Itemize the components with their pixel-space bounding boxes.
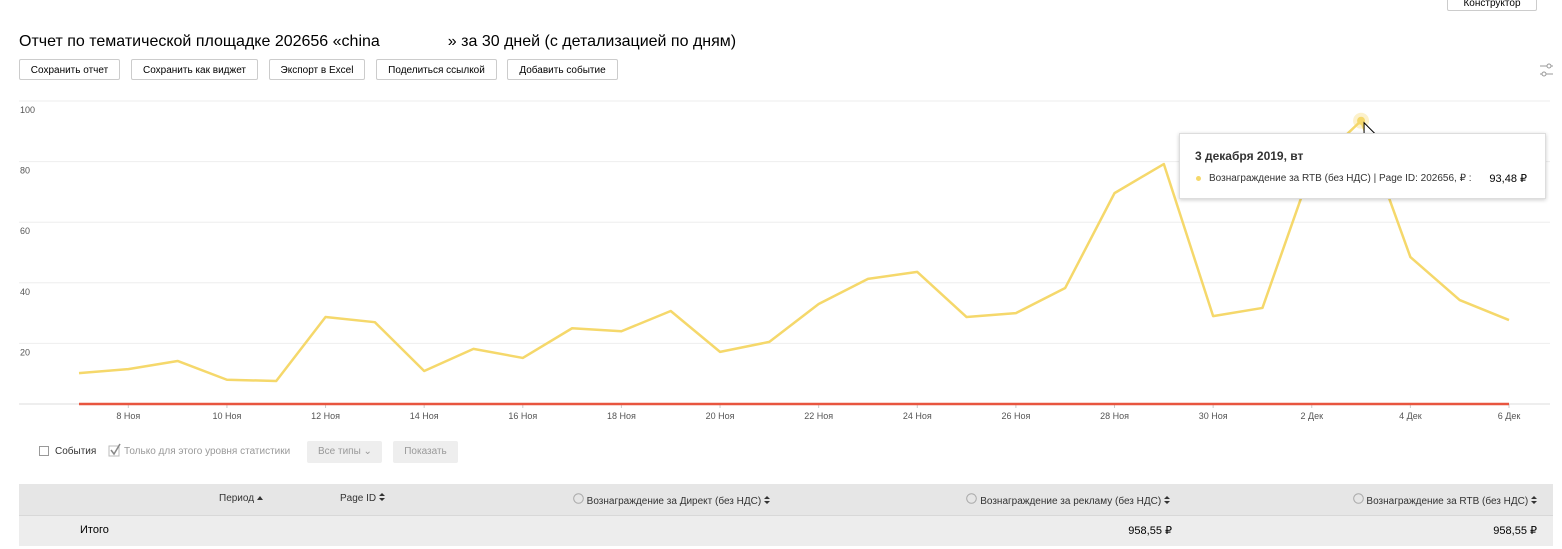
total-label: Итого bbox=[80, 524, 109, 536]
tooltip-value: 93,48 ₽ bbox=[1489, 173, 1527, 185]
x-tick-label: 4 Дек bbox=[1399, 411, 1422, 421]
show-button[interactable]: Показать bbox=[393, 441, 458, 463]
y-tick-label: 40 bbox=[20, 287, 30, 297]
total-rtb: 958,55 ₽ bbox=[1493, 525, 1537, 537]
header-rtb[interactable]: Вознаграждение за RTB (без НДС) bbox=[1352, 493, 1537, 507]
x-tick-label: 22 Ноя bbox=[804, 411, 833, 421]
settings-icon[interactable] bbox=[1540, 63, 1553, 77]
button[interactable]: Экспорт в Excel bbox=[269, 59, 365, 80]
x-tick-label: 16 Ноя bbox=[508, 411, 537, 421]
events-label: События bbox=[55, 446, 97, 457]
level-label: Только для этого уровня статистики bbox=[124, 446, 291, 457]
series-line bbox=[78, 119, 1510, 383]
tooltip-marker bbox=[1196, 176, 1201, 181]
header-text: Вознаграждение за Директ (без НДС) bbox=[586, 496, 762, 507]
x-tick-label: 28 Ноя bbox=[1100, 411, 1129, 421]
table-header bbox=[19, 484, 1553, 515]
button[interactable]: Поделиться ссылкой bbox=[376, 59, 497, 80]
header-direct[interactable]: Вознаграждение за Директ (без НДС) bbox=[573, 493, 770, 507]
y-tick-label: 20 bbox=[20, 347, 30, 357]
x-tick-label: 6 Дек bbox=[1498, 411, 1521, 421]
header-text: Период bbox=[219, 493, 255, 504]
x-tick-label: 10 Ноя bbox=[212, 411, 241, 421]
x-tick-label: 26 Ноя bbox=[1001, 411, 1030, 421]
title-end: » за 30 дней (с детализацией по дням) bbox=[447, 33, 737, 50]
types-dropdown[interactable]: Все типы ⌄ bbox=[307, 441, 382, 463]
sort-icon bbox=[378, 493, 385, 501]
y-tick-label: 80 bbox=[20, 166, 30, 176]
x-tick-label: 12 Ноя bbox=[311, 411, 340, 421]
constructor-button[interactable]: Конструктор bbox=[1447, 0, 1537, 11]
header-text: Вознаграждение за RTB (без НДС) bbox=[1366, 496, 1529, 507]
tooltip: 3 декабря 2019, вт Вознаграждение за RTB… bbox=[1179, 133, 1546, 199]
x-tick-label: 24 Ноя bbox=[903, 411, 932, 421]
constructor-label: Конструктор bbox=[1463, 0, 1521, 9]
sort-icon bbox=[256, 496, 263, 500]
y-tick-label: 100 bbox=[20, 105, 35, 115]
x-tick-label: 30 Ноя bbox=[1199, 411, 1228, 421]
x-tick-label: 20 Ноя bbox=[706, 411, 735, 421]
sort-icon bbox=[1164, 496, 1170, 504]
help-icon bbox=[1352, 493, 1364, 504]
table-total-row bbox=[19, 515, 1553, 546]
y-tick-label: 60 bbox=[20, 226, 30, 236]
title-start: Отчет по тематической площадке 202656 «c… bbox=[19, 33, 380, 50]
sort-icon bbox=[764, 496, 770, 504]
header-text: Вознаграждение за рекламу (без НДС) bbox=[980, 496, 1162, 507]
sort-icon bbox=[1531, 496, 1537, 504]
tooltip-title: 3 декабря 2019, вт bbox=[1195, 149, 1304, 163]
button[interactable]: Сохранить отчет bbox=[19, 59, 120, 80]
help-icon bbox=[966, 493, 978, 504]
header-text: Page ID bbox=[340, 493, 377, 504]
types-label: Все типы bbox=[318, 446, 361, 457]
hover-point bbox=[1357, 116, 1366, 125]
level-checkbox[interactable] bbox=[108, 443, 122, 457]
x-tick-label: 18 Ноя bbox=[607, 411, 636, 421]
x-tick-label: 2 Дек bbox=[1300, 411, 1323, 421]
total-ads: 958,55 ₽ bbox=[1128, 525, 1172, 537]
help-icon bbox=[573, 493, 584, 504]
button[interactable]: Сохранить как виджет bbox=[131, 59, 258, 80]
header-period[interactable]: Период bbox=[219, 493, 263, 504]
tooltip-label: Вознаграждение за RTB (без НДС) | Page I… bbox=[1209, 173, 1472, 184]
chart: 20 40 60 80 100 8 Ноя 10 Ноя 12 Ноя 14 Ноя 16 Ноя… bbox=[19, 63, 1553, 421]
header-ads[interactable]: Вознаграждение за рекламу (без НДС) bbox=[966, 493, 1170, 507]
x-tick-label: 14 Ноя bbox=[410, 411, 439, 421]
report-title: Отчет по тематической площадке 202656 «c… bbox=[19, 33, 736, 51]
header-page-id[interactable]: Page ID bbox=[340, 493, 385, 504]
x-tick-label: 8 Ноя bbox=[116, 411, 140, 421]
button[interactable]: Добавить событие bbox=[507, 59, 618, 80]
events-checkbox[interactable] bbox=[39, 446, 49, 456]
